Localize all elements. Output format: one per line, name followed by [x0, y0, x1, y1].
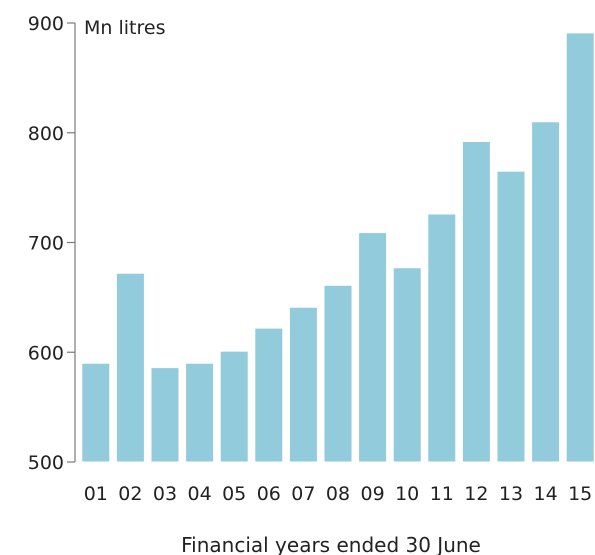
y-tick-label: 600 [28, 342, 64, 364]
bar-12 [461, 141, 491, 463]
bars-group [81, 32, 595, 463]
x-tick-label: 08 [326, 483, 350, 505]
x-tick-label: 11 [430, 483, 454, 505]
x-tick-label: 13 [499, 483, 523, 505]
y-tick-label: 800 [28, 123, 64, 145]
bar-08 [323, 284, 353, 463]
y-tick-label: 900 [28, 13, 64, 35]
y-axis-ticks: 500 600 700 800 900 [28, 13, 75, 474]
bar-07 [288, 306, 318, 463]
bar-11 [427, 213, 457, 463]
x-tick-label: 09 [361, 483, 385, 505]
bar-04 [185, 362, 215, 463]
bar-05 [219, 350, 249, 463]
y-tick-label: 700 [28, 233, 64, 255]
bar-14 [531, 121, 561, 463]
x-tick-label: 12 [464, 483, 488, 505]
bar-02 [115, 272, 145, 463]
x-tick-label: 06 [257, 483, 281, 505]
x-tick-label: 02 [118, 483, 142, 505]
x-tick-label: 14 [534, 483, 558, 505]
x-tick-label: 10 [395, 483, 419, 505]
y-unit-label: Mn litres [84, 17, 165, 39]
bar-13 [496, 170, 526, 463]
x-axis-label: Financial years ended 30 June [181, 533, 481, 555]
bar-06 [254, 327, 284, 463]
x-tick-label: 05 [222, 483, 246, 505]
bar-03 [150, 367, 180, 463]
y-tick-label: 500 [28, 452, 64, 474]
x-axis-ticks: 01 02 03 04 05 06 07 08 09 10 11 12 13 14 15 [84, 483, 593, 505]
bar-10 [392, 267, 422, 463]
bar-09 [358, 232, 388, 463]
bar-01 [81, 362, 111, 463]
x-tick-label: 04 [188, 483, 212, 505]
x-tick-label: 01 [84, 483, 108, 505]
x-tick-label: 15 [568, 483, 592, 505]
x-tick-label: 03 [153, 483, 177, 505]
x-tick-label: 07 [291, 483, 315, 505]
bar-15 [565, 32, 595, 463]
